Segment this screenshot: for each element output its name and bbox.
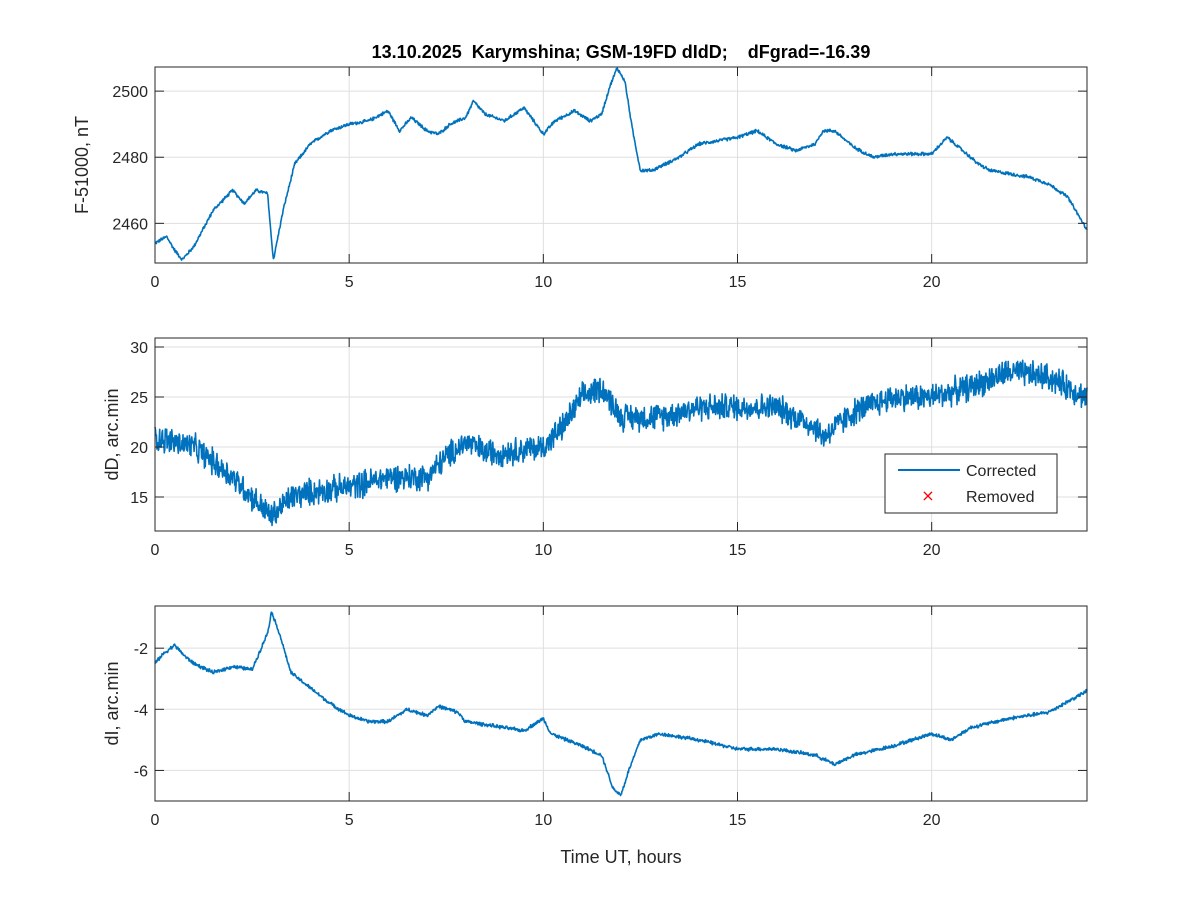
y-axis-label: dD, arc.min [102, 388, 122, 480]
x-tick-label: 15 [729, 542, 747, 559]
x-tick-label: 10 [534, 274, 552, 291]
y-axis-label: dI, arc.min [102, 661, 122, 745]
x-tick-label: 10 [534, 812, 552, 829]
y-tick-label: 2460 [112, 216, 148, 233]
x-tick-label: 5 [345, 812, 354, 829]
legend-removed-label: Removed [966, 489, 1034, 506]
y-tick-label: 20 [130, 440, 148, 457]
x-tick-label: 15 [729, 812, 747, 829]
axes-frame [154, 337, 1088, 532]
axes-2: 0 5 10 15 20 15 20 25 30 dD, arc.min [102, 337, 1088, 559]
y-tick-label: -6 [134, 763, 148, 780]
x-tick-label: 5 [345, 274, 354, 291]
axes-frame [154, 66, 1088, 264]
x-tick-label: 0 [151, 812, 160, 829]
series-line-corrected [154, 359, 1088, 527]
axes-1: 0 5 10 15 20 2460 2480 2500 F-51000, nT [72, 66, 1088, 291]
y-tick-label: 15 [130, 490, 148, 507]
legend-removed-marker: × [921, 486, 934, 505]
x-tick-label: 20 [923, 542, 941, 559]
legend-corrected-label: Corrected [966, 463, 1036, 480]
axes-3: 0 5 10 15 20 -6 -4 -2 dI, arc.min Time UT, hours [102, 605, 1088, 867]
legend-box [884, 453, 1058, 514]
x-tick-label: 0 [151, 274, 160, 291]
x-axis-label: Time UT, hours [560, 847, 681, 867]
y-axis-label: F-51000, nT [72, 116, 92, 214]
y-tick-label: -2 [134, 641, 148, 658]
y-tick-label: 30 [130, 340, 148, 357]
y-tick-label: -4 [134, 702, 148, 719]
x-tick-label: 0 [151, 542, 160, 559]
y-tick-label: 2480 [112, 150, 148, 167]
y-tick-label: 2500 [112, 84, 148, 101]
plot-area [155, 606, 1087, 801]
legend: Corrected × Removed [884, 453, 1058, 514]
x-tick-label: 20 [923, 274, 941, 291]
chart-title: 13.10.2025 Karymshina; GSM-19FD dIdD; dF… [372, 42, 871, 62]
series-line-corrected [154, 67, 1088, 261]
x-tick-label: 20 [923, 812, 941, 829]
axes-frame [154, 605, 1088, 802]
x-tick-label: 5 [345, 542, 354, 559]
x-tick-label: 15 [729, 274, 747, 291]
x-tick-label: 10 [534, 542, 552, 559]
series-line-corrected [154, 611, 1088, 797]
y-tick-label: 25 [130, 390, 148, 407]
